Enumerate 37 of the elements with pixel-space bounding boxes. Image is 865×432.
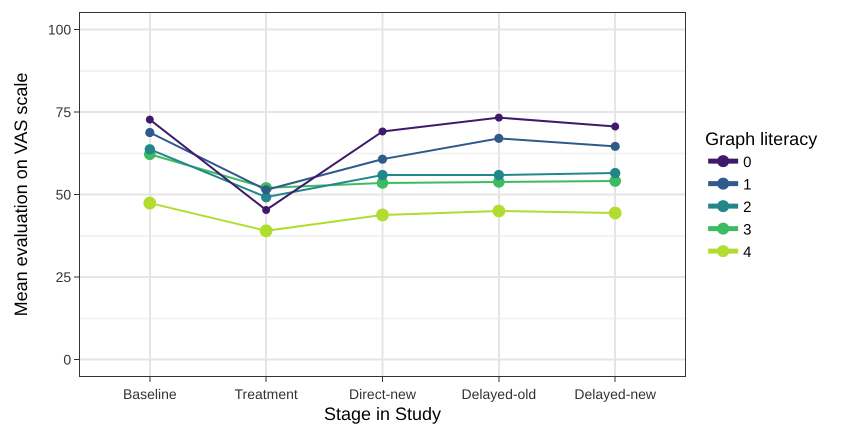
x-tick-label: Delayed-new [574,386,657,402]
point [377,170,388,180]
x-tick-label: Treatment [234,386,298,402]
x-tick-label: Baseline [122,386,177,402]
legend-label: 0 [743,154,752,171]
point [143,196,156,210]
point [144,144,156,154]
point [378,127,386,136]
legend-label: 2 [743,199,752,216]
point [378,154,388,164]
point [608,206,622,220]
point [494,114,503,122]
y-tick-label: 50 [56,186,72,202]
x-axis-title: Stage in Study [324,404,442,424]
point [260,224,273,238]
x-tick-label: Delayed-old [461,386,536,402]
point [376,208,389,222]
point [494,134,504,143]
y-tick-label: 75 [56,104,72,120]
legend-label: 1 [743,176,752,194]
point [494,170,504,180]
legend-label: 4 [743,244,752,261]
point [262,185,271,194]
y-tick-label: 25 [56,268,72,285]
legend-title: Graph literacy [705,128,818,149]
point [262,206,270,214]
y-axis-title: Mean evaluation on VAS scale [11,72,32,316]
point [611,122,620,131]
legend-label: 3 [743,222,752,238]
point [145,128,154,138]
point [610,168,620,178]
y-tick-label: 100 [48,21,72,38]
point [492,204,506,218]
y-tick-label: 0 [63,351,72,368]
point [610,142,620,151]
x-tick-label: Direct-new [349,386,417,402]
point [146,116,154,124]
